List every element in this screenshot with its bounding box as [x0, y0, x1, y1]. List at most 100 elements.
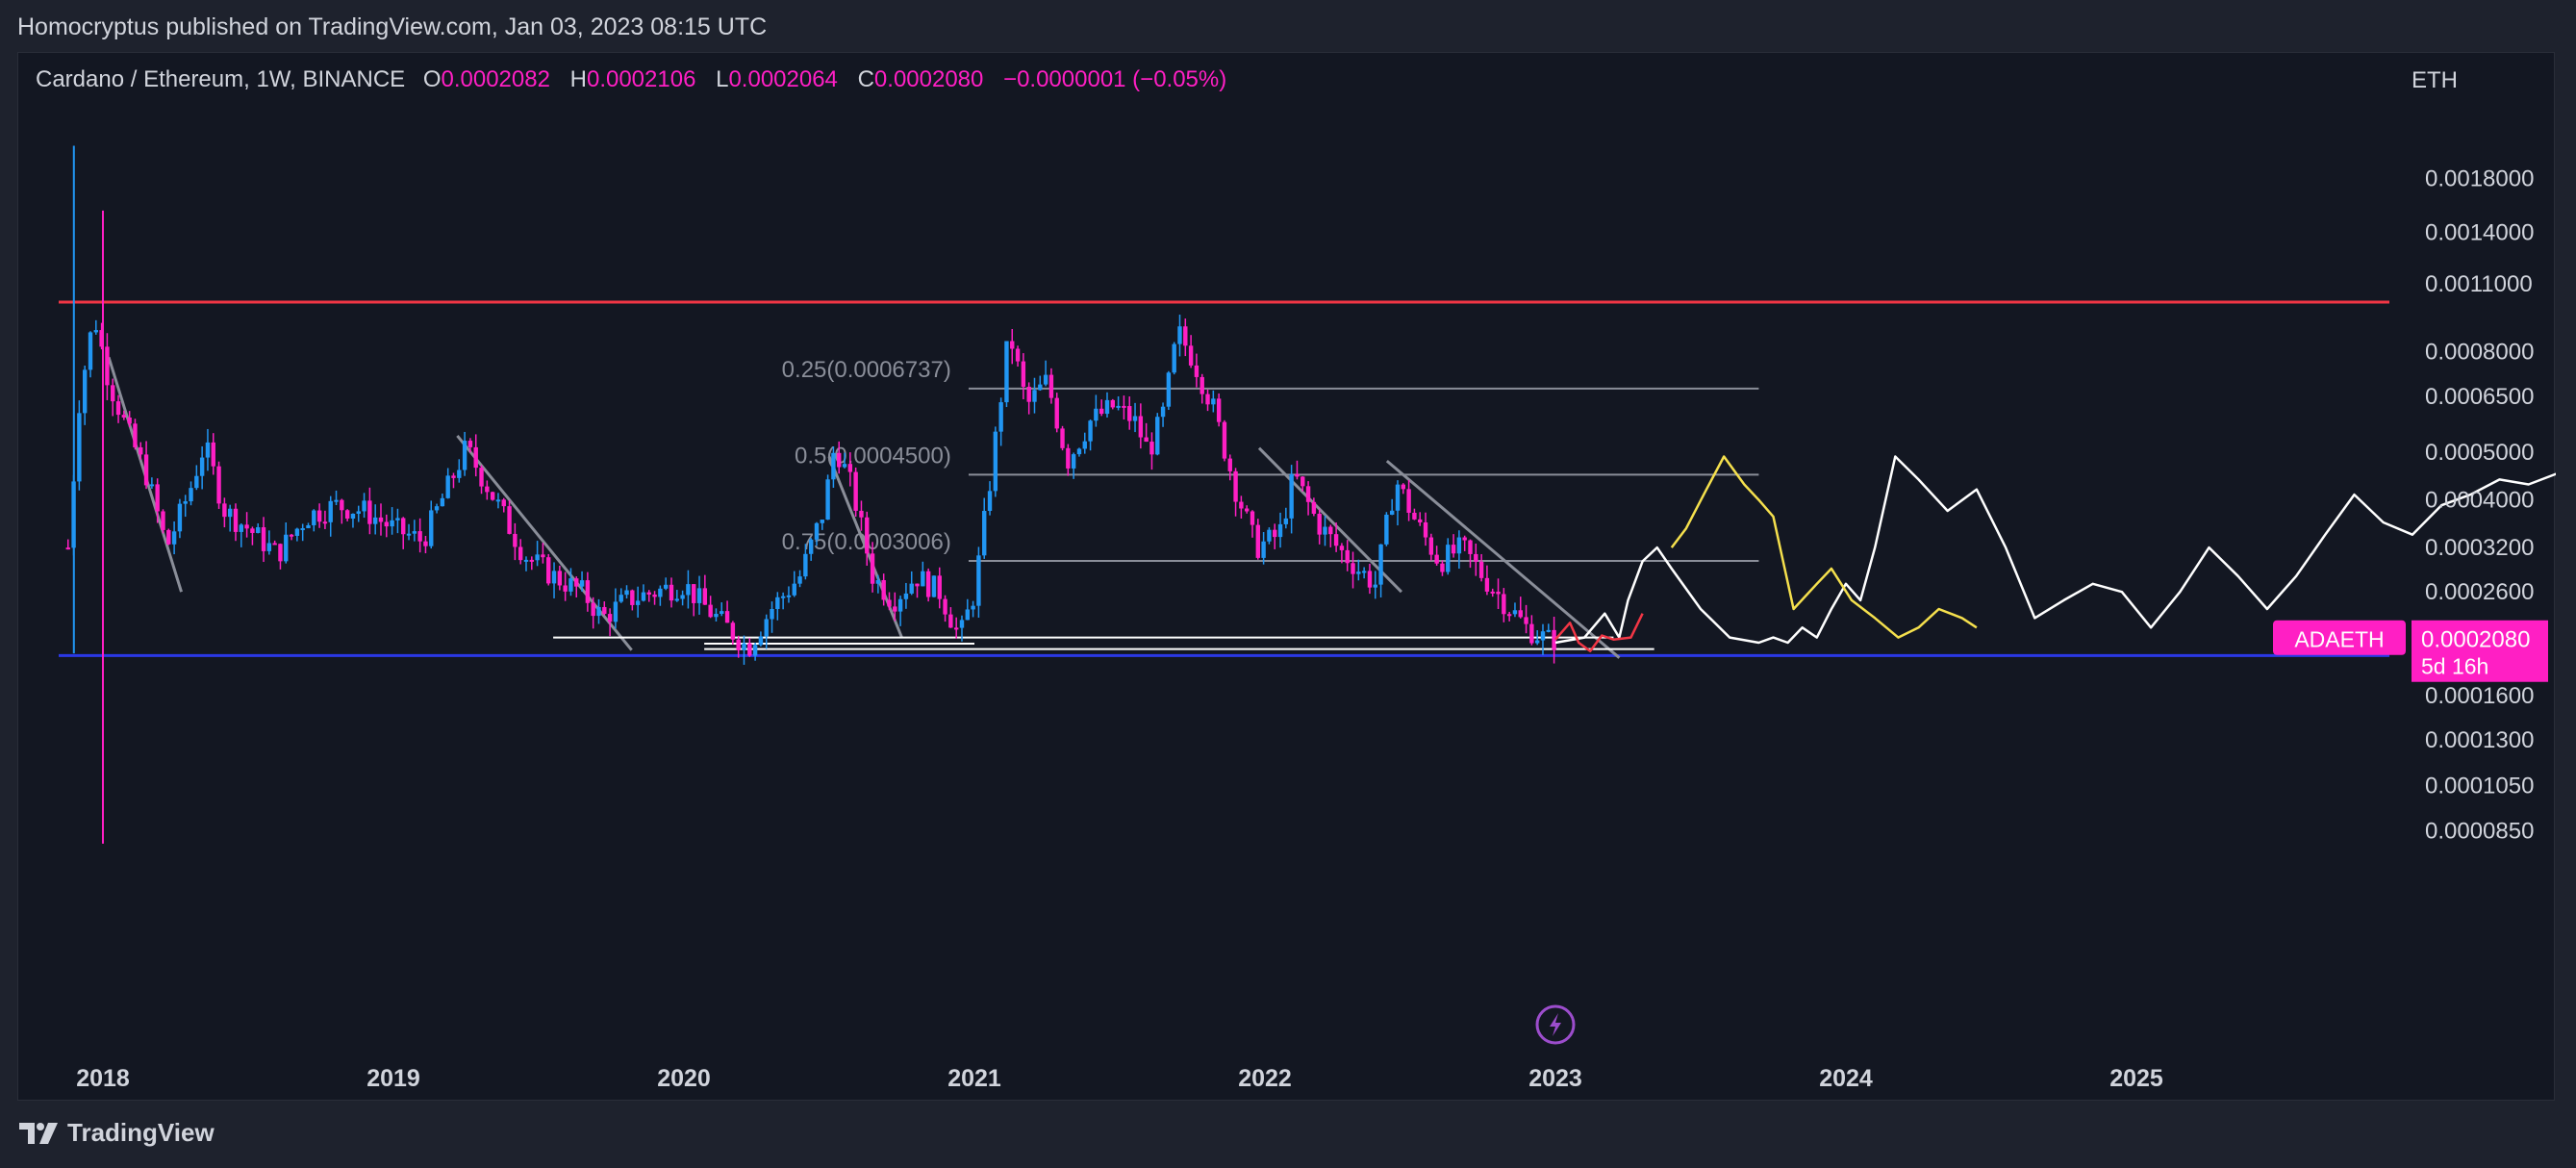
candle-body	[1155, 417, 1160, 455]
candle-body	[362, 500, 366, 512]
candle-body	[1166, 372, 1172, 407]
candle-body	[166, 529, 171, 545]
candle-body	[1462, 537, 1467, 541]
x-tick-label: 2021	[947, 1065, 1001, 1092]
candle-body	[440, 497, 445, 507]
ohlc-legend: Cardano / Ethereum, 1W, BINANCE O0.00020…	[36, 66, 1226, 93]
candle-body	[551, 571, 557, 584]
candle-body	[501, 499, 506, 507]
candle-body	[1323, 526, 1327, 535]
candle-body	[1289, 473, 1294, 519]
candle-body	[1502, 594, 1506, 615]
bar-countdown: 5d 16h	[2421, 654, 2488, 679]
candle-body	[976, 555, 981, 606]
candle-body	[1351, 563, 1355, 574]
candle-body	[1434, 554, 1439, 564]
candle-body	[227, 508, 233, 518]
x-tick-label: 2018	[76, 1065, 130, 1092]
x-tick-label: 2019	[366, 1065, 420, 1092]
candle-body	[825, 479, 830, 521]
candle-body	[921, 571, 925, 587]
candle-body	[1088, 420, 1093, 442]
candle-body	[1104, 399, 1110, 415]
candle-body	[284, 534, 289, 562]
lightning-bolt	[1550, 1013, 1561, 1036]
candle-body	[1546, 629, 1551, 632]
candle-body	[724, 611, 730, 623]
candle-body	[1474, 553, 1478, 562]
candle-body	[808, 539, 814, 554]
candle-body	[646, 592, 651, 595]
candle-body	[915, 583, 920, 587]
y-tick-label: 0.0000850	[2425, 818, 2534, 844]
candle-body	[909, 583, 914, 594]
candle-body	[272, 543, 277, 546]
candle-body	[1200, 376, 1204, 394]
candle-body	[1233, 470, 1238, 502]
candle-body	[372, 517, 378, 524]
candle-body	[859, 510, 864, 518]
candle-body	[507, 506, 512, 534]
candle-body	[401, 518, 406, 535]
publish-header: Homocryptus published on TradingView.com…	[17, 13, 768, 40]
axis-unit-label: ETH	[2412, 67, 2458, 93]
candle-body	[1518, 610, 1523, 618]
chart-panel[interactable]: 0.25(0.0006737)0.5(0.0004500)0.75(0.0003…	[17, 52, 2556, 1102]
candle-body	[1311, 501, 1317, 514]
candle-body	[155, 484, 160, 512]
candle-body	[177, 503, 183, 532]
candle-body	[903, 593, 909, 599]
candle-body	[171, 531, 177, 545]
candle-body	[367, 500, 372, 524]
candle-body	[770, 608, 774, 620]
candle-body	[792, 583, 796, 596]
candle-body	[1277, 523, 1283, 538]
candle-body	[518, 546, 523, 561]
candle-body	[1222, 421, 1227, 459]
price-chart[interactable]: 0.25(0.0006737)0.5(0.0004500)0.75(0.0003…	[18, 53, 2556, 1102]
candle-body	[1127, 406, 1132, 421]
candle-body	[88, 332, 93, 370]
candle-body	[1004, 341, 1009, 403]
candle-body	[1428, 537, 1434, 555]
close-label: C	[857, 66, 874, 92]
candle-body	[65, 547, 70, 550]
candle-body	[513, 533, 518, 547]
candle-body	[669, 584, 674, 601]
candle-body	[434, 506, 440, 511]
candle-body	[568, 578, 573, 592]
candle-body	[1239, 501, 1244, 509]
candle-body	[1267, 529, 1272, 542]
candle-body	[764, 619, 769, 637]
candle-body	[1216, 398, 1222, 422]
candle-body	[205, 442, 211, 458]
candle-body	[161, 511, 165, 530]
candle-body	[490, 492, 495, 500]
candle-body	[602, 606, 607, 615]
candle-body	[467, 441, 473, 447]
candle-body	[820, 520, 824, 523]
candle-body	[780, 596, 786, 598]
candle-body	[1456, 537, 1462, 554]
candle-body	[1378, 544, 1383, 585]
candle-body	[993, 431, 998, 492]
candle-body	[1026, 386, 1031, 402]
candle-body	[1048, 374, 1054, 398]
candle-body	[1345, 549, 1350, 564]
candle-body	[1389, 510, 1395, 515]
candle-body	[529, 559, 534, 562]
candle-body	[289, 534, 294, 537]
candle-body	[189, 488, 193, 502]
candle-body	[266, 543, 272, 551]
candle-body	[658, 588, 663, 597]
candle-body	[680, 595, 685, 599]
candle-body	[312, 510, 316, 525]
lightning-icon	[1535, 1004, 1576, 1045]
tradingview-brand[interactable]: TradingView	[19, 1118, 215, 1148]
x-tick-label: 2025	[2109, 1065, 2163, 1092]
candle-body	[987, 491, 993, 512]
candle-body	[652, 594, 657, 597]
candle-body	[143, 454, 149, 486]
projection-white-path	[1554, 455, 2556, 645]
candle-body	[925, 571, 931, 597]
